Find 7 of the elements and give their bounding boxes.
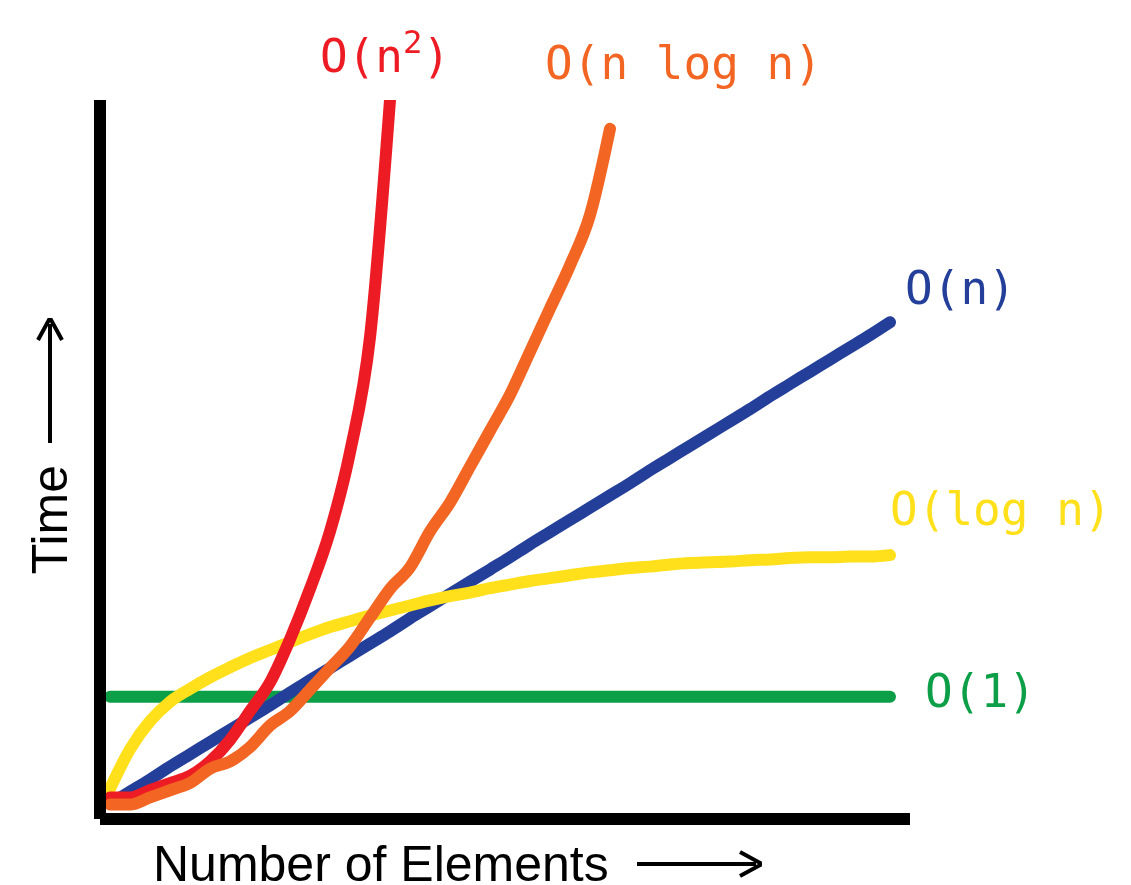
x-axis-title: Number of Elements [153,836,609,885]
y-axis-title: Time [22,465,78,575]
series-label: O(n$^{2}$) [319,23,451,83]
series-label: O(n log n) [545,35,822,90]
series-label: O(log n) [890,482,1112,537]
series-label: O(1) [925,663,1036,718]
series-label: O(n) [905,261,1016,316]
